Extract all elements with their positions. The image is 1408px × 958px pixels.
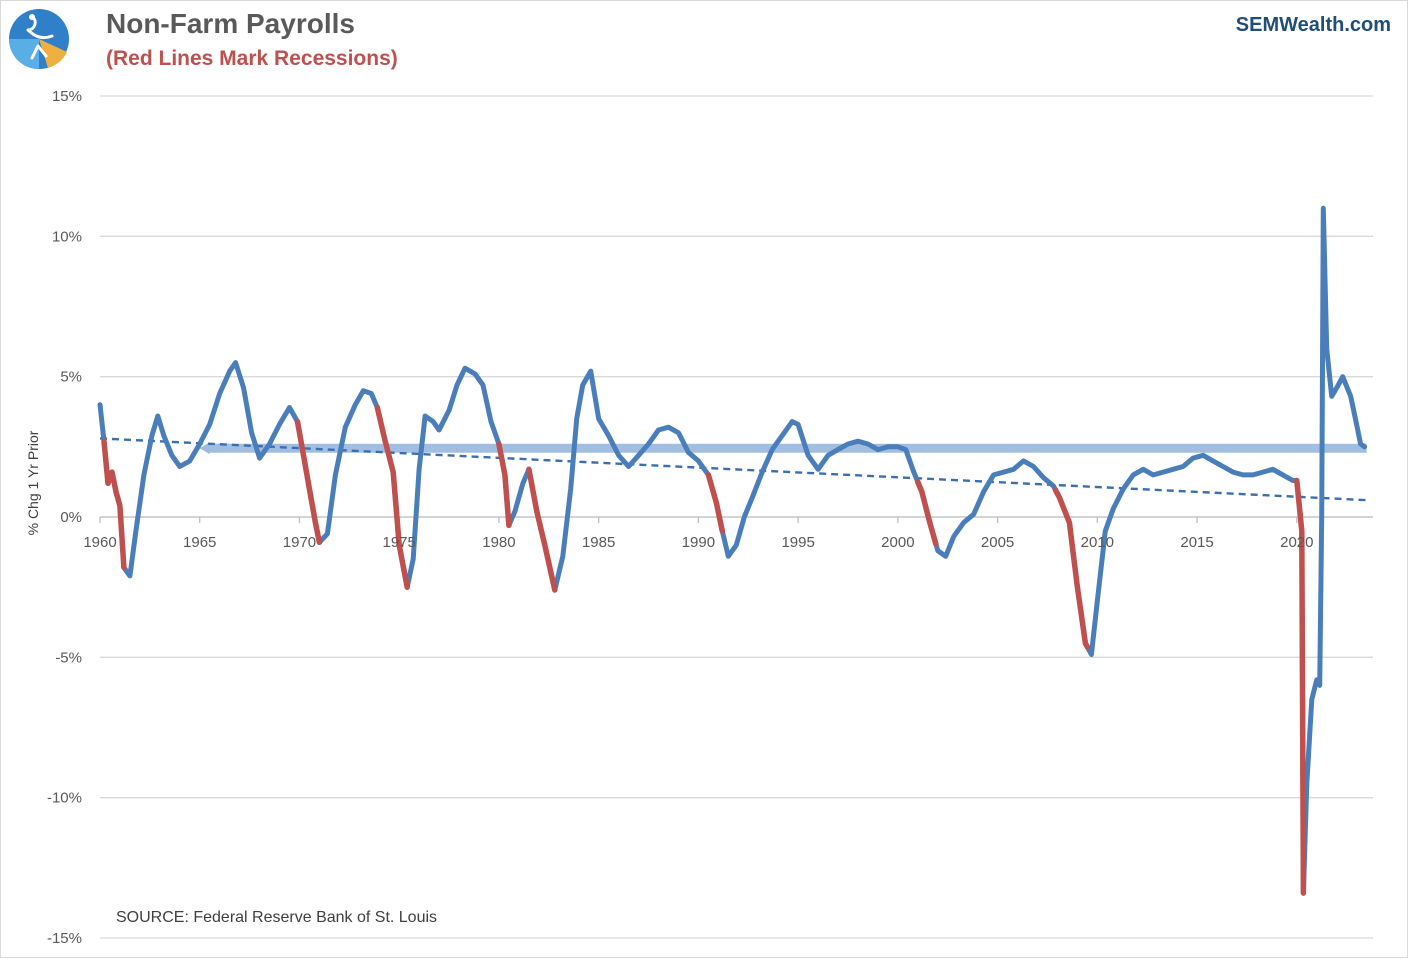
x-tick-label: 1960 (83, 534, 116, 551)
x-tick-label: 2005 (981, 534, 1014, 551)
recession-segment (915, 479, 939, 547)
recession-segment (496, 441, 512, 529)
semwealth-logo-icon (9, 9, 69, 69)
chart-subtitle: (Red Lines Mark Recessions) (106, 47, 398, 70)
x-tick-label: 1995 (781, 534, 814, 551)
brand-link[interactable]: SEMWealth.com (1235, 14, 1391, 36)
recession-segment (374, 404, 410, 590)
x-tick-label: 1985 (582, 534, 615, 551)
recession-segment (294, 418, 323, 546)
gridlines (99, 95, 1373, 939)
x-tick-label: 1975 (383, 534, 416, 551)
y-axis-ticks: 15% 10% 5% 0% -5% -10% -15% (47, 88, 82, 947)
y-tick-label: 0% (60, 509, 82, 526)
recession-segments (101, 404, 1307, 896)
y-axis-label: % Chg 1 Yr Prior (25, 430, 41, 535)
trend-dashed-line (99, 437, 1367, 502)
average-band-arrow-icon (199, 442, 210, 455)
x-tick-label: 1970 (283, 534, 316, 551)
y-tick-label: 15% (52, 88, 82, 105)
x-tick-label: 2010 (1081, 534, 1114, 551)
average-band (199, 442, 1367, 455)
source-note: SOURCE: Federal Reserve Bank of St. Loui… (116, 909, 437, 926)
recession-segment (1294, 477, 1307, 896)
x-tick-label: 2000 (881, 534, 914, 551)
recession-segment (101, 438, 127, 571)
y-tick-label: -10% (47, 790, 82, 807)
y-tick-label: -15% (47, 930, 82, 947)
y-tick-label: 5% (60, 369, 82, 386)
x-tick-label: 1965 (183, 534, 216, 551)
chart-title: Non-Farm Payrolls (106, 8, 355, 39)
y-tick-label: -5% (55, 649, 82, 666)
trend-line (99, 437, 1367, 502)
x-tick-label: 2020 (1280, 534, 1313, 551)
x-tick-label: 2015 (1180, 534, 1213, 551)
recession-segment (526, 466, 558, 593)
x-tick-label: 1990 (682, 534, 715, 551)
x-axis-ticks: 1960 1965 1970 1975 1980 1985 1990 1995 2000 2005… (83, 534, 1313, 551)
recession-segment (1052, 487, 1091, 650)
x-tick-label: 1980 (482, 534, 515, 551)
recession-segment (705, 472, 726, 534)
y-tick-label: 10% (52, 228, 82, 245)
